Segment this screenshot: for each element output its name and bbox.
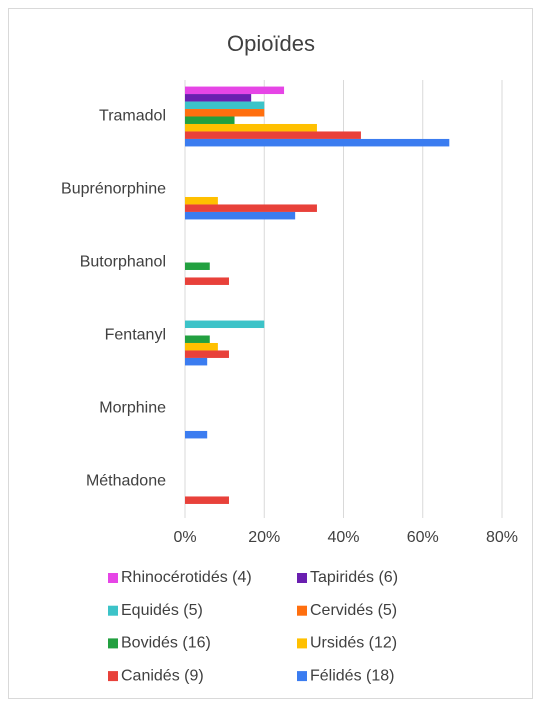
legend-label: Ursidés (12) <box>310 635 397 652</box>
x-tick-label: 60% <box>407 529 439 546</box>
bar <box>185 430 208 439</box>
bar <box>185 101 265 110</box>
bar <box>185 138 450 147</box>
y-tick-label: Tramadol <box>99 108 166 125</box>
legend-swatch <box>297 573 307 583</box>
legend-swatch <box>108 605 118 616</box>
x-tick-label: 0% <box>173 529 196 546</box>
legend-label: Tapiridés (6) <box>310 569 398 586</box>
bar <box>185 86 285 95</box>
bar <box>185 335 210 343</box>
legend-label: Cervidés (5) <box>310 602 397 619</box>
legend-swatch <box>108 638 118 649</box>
bar <box>185 94 252 102</box>
bar <box>185 204 317 212</box>
legend-label: Equidés (5) <box>121 602 203 619</box>
chart-title: Opioïdes <box>227 31 315 56</box>
legend-label: Canidés (9) <box>121 667 204 684</box>
y-tick-label: Fentanyl <box>105 327 166 344</box>
bar <box>185 262 210 270</box>
bar <box>185 131 361 139</box>
y-tick-label: Morphine <box>99 400 166 417</box>
bar <box>185 496 229 504</box>
bar <box>185 320 265 329</box>
bar <box>185 196 218 205</box>
x-tick-label: 20% <box>248 529 280 546</box>
bar <box>185 357 208 366</box>
legend-swatch <box>297 605 307 616</box>
legend-label: Félidés (18) <box>310 667 394 684</box>
bar <box>185 109 265 117</box>
legend-label: Rhinocérotidés (4) <box>121 569 252 586</box>
legend-swatch <box>108 671 118 682</box>
legend-swatch <box>108 573 118 583</box>
y-tick-label: Méthadone <box>86 473 166 490</box>
legend-label: Bovidés (16) <box>121 635 211 652</box>
chart-frame <box>8 8 533 699</box>
bar <box>185 116 235 124</box>
legend-swatch <box>297 671 307 682</box>
bar <box>185 350 229 358</box>
legend-swatch <box>297 638 307 649</box>
y-tick-label: Buprénorphine <box>61 181 166 198</box>
y-tick-label: Butorphanol <box>80 254 166 271</box>
x-tick-label: 80% <box>486 529 518 546</box>
bar <box>185 211 296 220</box>
bar <box>185 277 229 285</box>
bar <box>185 123 317 132</box>
bar <box>185 342 218 351</box>
x-tick-label: 40% <box>327 529 359 546</box>
